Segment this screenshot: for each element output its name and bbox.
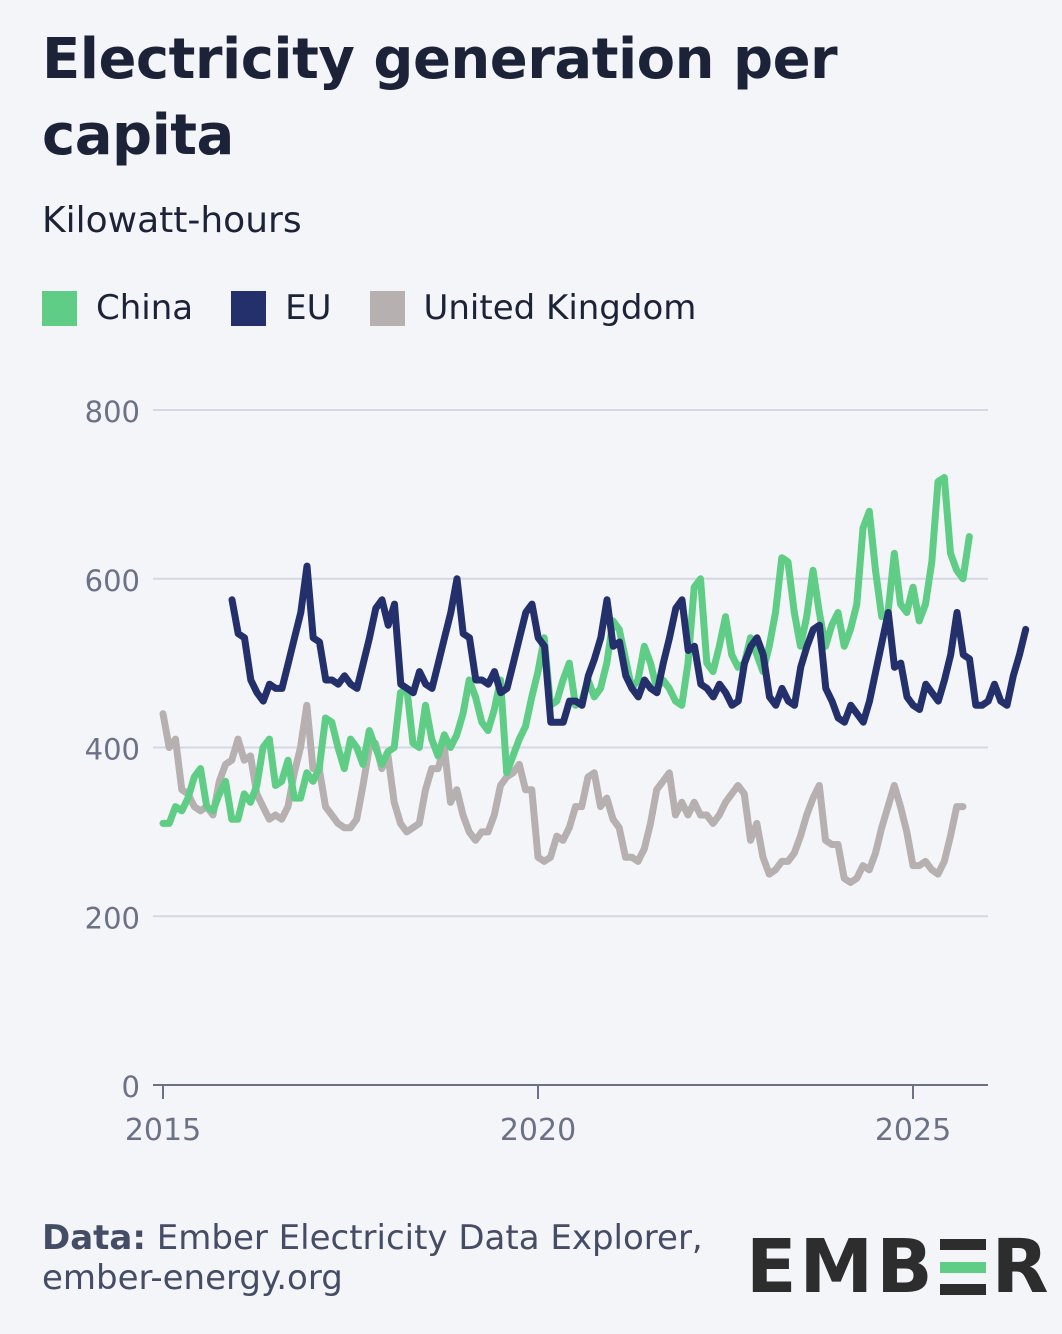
logo-e-mark [939,1239,986,1295]
series-line-china [159,474,973,827]
chart-title: Electricity generation per capita [42,27,838,168]
logo-text-left: EMB [746,1224,936,1310]
data-source: Data: Ember Electricity Data Explorer, e… [42,1218,742,1298]
legend-item-eu[interactable]: EU [231,288,332,328]
y-tick-label-200: 200 [85,901,140,935]
series-line-eu [228,562,1030,726]
legend-label-china: China [96,288,194,328]
legend-swatch-china [42,290,77,326]
logo-text-right: R [991,1224,1052,1310]
legend-item-china[interactable]: China [42,288,193,328]
source-text: Ember Electricity Data Explorer, [156,1218,703,1258]
legend-label-uk: United Kingdom [423,288,697,328]
legend-swatch-uk [369,290,405,326]
y-tick-label-400: 400 [85,733,140,767]
legend-label-eu: EU [285,288,332,328]
source-label: Data: [42,1218,146,1258]
x-tick-label-2025: 2025 [875,1113,951,1148]
line-chart: 0 200 400 600 800 2015 2020 2025 [85,395,1030,1148]
x-tick-label-2015: 2015 [125,1113,201,1148]
series-line-united-kingdom [159,701,967,886]
y-tick-label-800: 800 [85,395,140,429]
legend-item-uk[interactable]: United Kingdom [369,288,697,328]
legend: China EU United Kingdom [42,288,734,328]
source-url[interactable]: ember-energy.org [42,1258,343,1298]
x-tick-label-2020: 2020 [500,1113,576,1148]
y-tick-label-0: 0 [122,1070,140,1104]
ember-logo: EMB R [746,1224,1052,1310]
y-tick-label-600: 600 [85,564,140,598]
chart-subtitle: Kilowatt-hours [42,200,302,241]
legend-swatch-eu [231,290,267,326]
